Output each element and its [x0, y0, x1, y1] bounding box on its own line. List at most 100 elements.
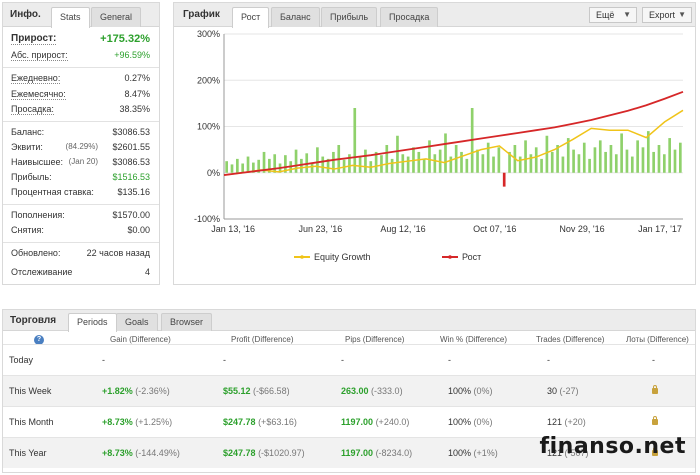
bar [449, 156, 453, 173]
bar [518, 156, 522, 173]
bar [625, 149, 629, 173]
monthly-row: Ежемесячно: 8.47% [11, 89, 150, 102]
profit-cell: - [223, 355, 226, 365]
table-row: This Week +1.82% (-2.36%) $55.12 (-$66.58)… [3, 375, 695, 406]
pips-cell: 1197.00 (-8234.0) [341, 448, 412, 458]
x-tick-label: Jan 13, '16 [211, 224, 255, 234]
bar [460, 151, 463, 173]
pips-value: - [341, 355, 344, 365]
win-cell: 100% (0%) [448, 417, 493, 427]
tab-profit[interactable]: Прибыль [321, 7, 378, 27]
bar [396, 135, 399, 173]
trades-cell: 121 (-507) [547, 448, 589, 458]
interest-label: Процентная ставка: [11, 187, 94, 197]
bar [529, 154, 533, 173]
tab-general[interactable]: General [91, 7, 142, 27]
bar [380, 155, 383, 173]
bar [300, 158, 303, 173]
daily-value: 0.27% [124, 73, 150, 83]
tracking-value: 4 [144, 267, 150, 277]
pips-cell: 1197.00 (+240.0) [341, 417, 409, 427]
y-tick-label: 200% [197, 75, 220, 85]
bar [486, 142, 490, 173]
highest-row: Наивысшее: (Jan 20) $3086.53 [11, 157, 150, 170]
pips-diff: (-8234.0) [375, 448, 413, 458]
tab-goals[interactable]: Goals [116, 313, 158, 331]
monthly-value: 8.47% [124, 89, 150, 99]
info-tabbar: Инфо. Stats General [3, 3, 159, 28]
gain-value: +8.73% [102, 417, 133, 427]
profit-cell: $247.78 (-$1020.97) [223, 448, 305, 458]
x-tick-label: Jan 17, '17 [638, 224, 682, 234]
x-tick-label: Aug 12, '16 [380, 224, 425, 234]
tab-browser[interactable]: Browser [161, 313, 213, 331]
gain-cell: +1.82% (-2.36%) [102, 386, 170, 396]
bar [444, 133, 447, 173]
tab-growth[interactable]: Рост [232, 7, 270, 28]
highest-label: Наивысшее: [11, 157, 64, 167]
bar [401, 154, 405, 173]
equity-pct: (84.29%) [65, 142, 98, 151]
bar [465, 158, 469, 173]
bar [652, 151, 655, 173]
lots-cell [652, 447, 658, 458]
trading-title: Торговля [10, 315, 57, 326]
bar [657, 145, 661, 173]
tab-periods[interactable]: Periods [68, 313, 117, 332]
trades-diff: (-27) [559, 386, 579, 396]
bar [636, 140, 639, 173]
trades-cell: - [547, 355, 550, 365]
bar [614, 154, 618, 173]
abs-growth-label: Абс. прирост: [11, 50, 68, 61]
pips-diff: (-333.0) [371, 386, 403, 396]
export-dropdown[interactable]: Export ▼ [642, 7, 692, 23]
bar [428, 140, 431, 173]
pips-cell: - [341, 355, 344, 365]
gain-diff: (-2.36%) [135, 386, 170, 396]
legend-label: Equity Growth [314, 252, 371, 262]
period-label: This Month [9, 417, 54, 427]
profit-diff: (+$63.16) [258, 417, 297, 427]
tab-drawdown[interactable]: Просадка [380, 7, 439, 27]
bar [364, 149, 367, 173]
bar [433, 154, 437, 173]
growth-label: Прирост: [11, 33, 57, 45]
x-tick-label: Jun 23, '16 [299, 224, 343, 234]
withdrawals-value: $0.00 [127, 225, 150, 235]
lots-cell [652, 385, 658, 396]
gain-diff: (-144.49%) [135, 448, 180, 458]
col-pips: Pips (Difference) [345, 335, 405, 344]
bar [481, 154, 485, 173]
period-label: This Week [9, 386, 52, 396]
chevron-down-icon: ▼ [623, 10, 631, 19]
profit-cell: $55.12 (-$66.58) [223, 386, 290, 396]
win-value: 100% [448, 386, 472, 396]
info-title: Инфо. [10, 9, 41, 20]
tab-balance[interactable]: Баланс [271, 7, 320, 27]
table-row: This Month +8.73% (+1.25%) $247.78 (+$63.1… [3, 406, 695, 437]
bar [268, 158, 271, 173]
profit-value: - [223, 355, 226, 365]
highest-value: $3086.53 [112, 157, 150, 167]
y-tick-label: 300% [197, 29, 220, 39]
bar [662, 154, 666, 173]
more-dropdown[interactable]: Ещё ▼ [589, 7, 637, 23]
profit-row: Прибыль: $1516.53 [11, 172, 150, 185]
win-value: 100% [448, 417, 472, 427]
bar [593, 147, 597, 173]
growth-row: Прирост: +175.32% [11, 33, 150, 48]
chevron-down-icon: ▼ [678, 10, 686, 19]
tracking-row: Отслеживание 4 [11, 267, 150, 280]
bar [561, 156, 565, 173]
bar [556, 145, 559, 173]
win-cell: 100% (0%) [448, 386, 493, 396]
trades-diff: (-507) [564, 448, 589, 458]
help-icon[interactable]: ? [34, 335, 44, 345]
tab-stats[interactable]: Stats [51, 7, 90, 28]
bar [353, 108, 357, 173]
col-gain: Gain (Difference) [110, 335, 171, 344]
bar [246, 156, 250, 173]
legend-marker [300, 255, 304, 259]
bar [294, 149, 298, 173]
bar [406, 156, 410, 173]
